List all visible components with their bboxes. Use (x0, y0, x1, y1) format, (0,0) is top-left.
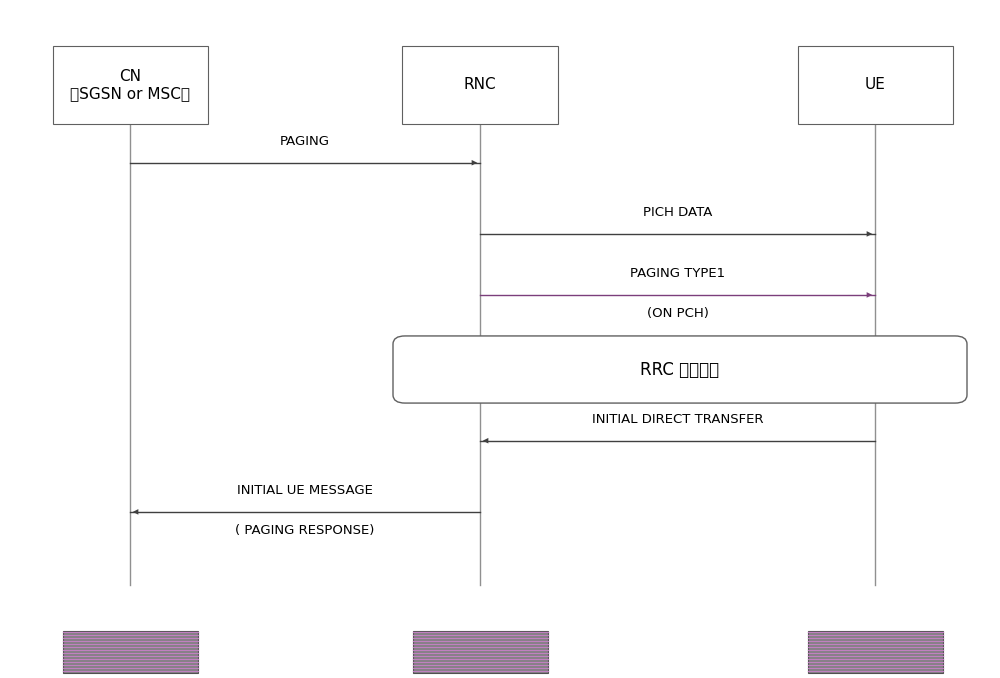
Text: INITIAL UE MESSAGE: INITIAL UE MESSAGE (237, 484, 373, 497)
FancyBboxPatch shape (53, 46, 208, 123)
Bar (413, 631, 548, 673)
Text: CN
（SGSN or MSC）: CN （SGSN or MSC） (70, 68, 190, 101)
Text: RNC: RNC (464, 77, 496, 92)
FancyBboxPatch shape (798, 46, 952, 123)
Text: INITIAL DIRECT TRANSFER: INITIAL DIRECT TRANSFER (592, 413, 763, 426)
Text: (ON PCH): (ON PCH) (647, 307, 708, 320)
Text: ( PAGING RESPONSE): ( PAGING RESPONSE) (235, 524, 375, 537)
Text: PAGING TYPE1: PAGING TYPE1 (630, 267, 725, 280)
FancyBboxPatch shape (393, 336, 967, 403)
Bar (808, 631, 942, 673)
FancyBboxPatch shape (402, 46, 558, 123)
Text: UE: UE (865, 77, 885, 92)
Text: PICH DATA: PICH DATA (643, 206, 712, 219)
Bar (62, 631, 198, 673)
Text: PAGING: PAGING (280, 135, 330, 148)
Text: RRC 连接建立: RRC 连接建立 (640, 361, 720, 378)
